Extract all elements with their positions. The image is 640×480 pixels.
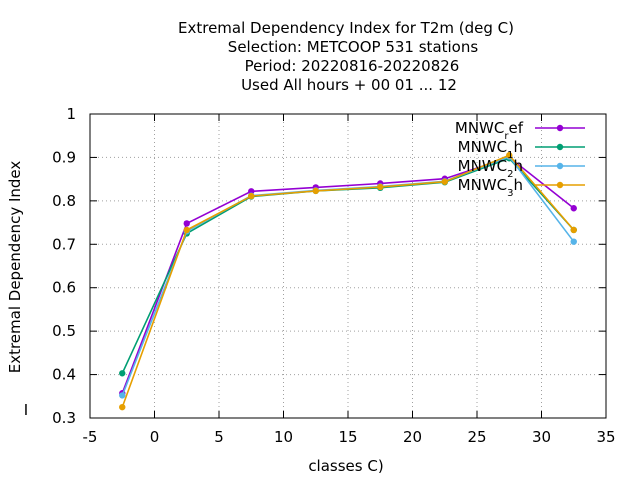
data-point	[119, 370, 126, 377]
y-tick-label: 0.7	[52, 235, 76, 253]
data-point	[119, 392, 126, 399]
x-tick-label: 5	[214, 428, 224, 446]
y-axis-label: Extremal Dependency Index	[6, 161, 24, 374]
legend-label: MNWC1h	[458, 138, 523, 161]
series-3h	[119, 152, 577, 411]
data-point	[441, 178, 448, 185]
data-point	[183, 226, 190, 234]
axes: -5 0 5 10 15 20 25 30 35 0.3 0.4 0.5 0.6 0.7 0.8 0.9 1	[52, 105, 615, 446]
y-tick-label: 0.8	[52, 192, 76, 210]
y-tick-label: 0.4	[52, 366, 76, 384]
x-tick-label: -5	[83, 428, 98, 446]
data-point	[248, 192, 255, 200]
title-line-1: Extremal Dependency Index for T2m (deg C…	[178, 19, 514, 37]
y-tick-label: 1	[66, 105, 76, 123]
x-tick-label: 15	[338, 428, 357, 446]
x-tick-label: 30	[532, 428, 551, 446]
series-layer	[119, 152, 577, 411]
legend-swatch-point	[556, 181, 564, 189]
data-point	[312, 187, 319, 195]
y-tick-label: 0.9	[52, 148, 76, 166]
y-tick-label: 0.3	[52, 409, 76, 427]
legend-swatch-point	[556, 124, 564, 132]
data-point	[570, 226, 577, 234]
y-tick-label: 0.6	[52, 279, 76, 297]
y-tick-label: 0.5	[52, 322, 76, 340]
x-tick-label: 20	[403, 428, 422, 446]
stray-mark: I	[24, 401, 28, 419]
title-line-3: Period: 20220816-20220826	[245, 57, 460, 75]
legend-label: MNWC3h	[458, 176, 523, 199]
data-point	[183, 220, 190, 227]
legend-label: MNWC2h	[458, 157, 523, 180]
data-point	[377, 183, 384, 191]
legend-swatch-point	[556, 162, 564, 170]
data-point	[570, 238, 577, 245]
x-tick-label: 35	[596, 428, 615, 446]
chart-title: Extremal Dependency Index for T2m (deg C…	[178, 19, 514, 94]
series-line	[121, 154, 575, 408]
title-line-2: Selection: METCOOP 531 stations	[228, 38, 479, 56]
data-point	[119, 403, 126, 411]
grid	[90, 114, 606, 418]
x-tick-label: 10	[274, 428, 293, 446]
x-tick-label: 25	[467, 428, 486, 446]
title-line-4: Used All hours + 00 01 ... 12	[241, 76, 457, 94]
legend-swatch-point	[556, 143, 564, 151]
legend-label: MNWCref	[455, 119, 524, 142]
x-axis-label: classes C)	[308, 457, 383, 475]
data-point	[506, 152, 513, 159]
x-tick-label: 0	[150, 428, 160, 446]
data-point	[570, 205, 577, 212]
